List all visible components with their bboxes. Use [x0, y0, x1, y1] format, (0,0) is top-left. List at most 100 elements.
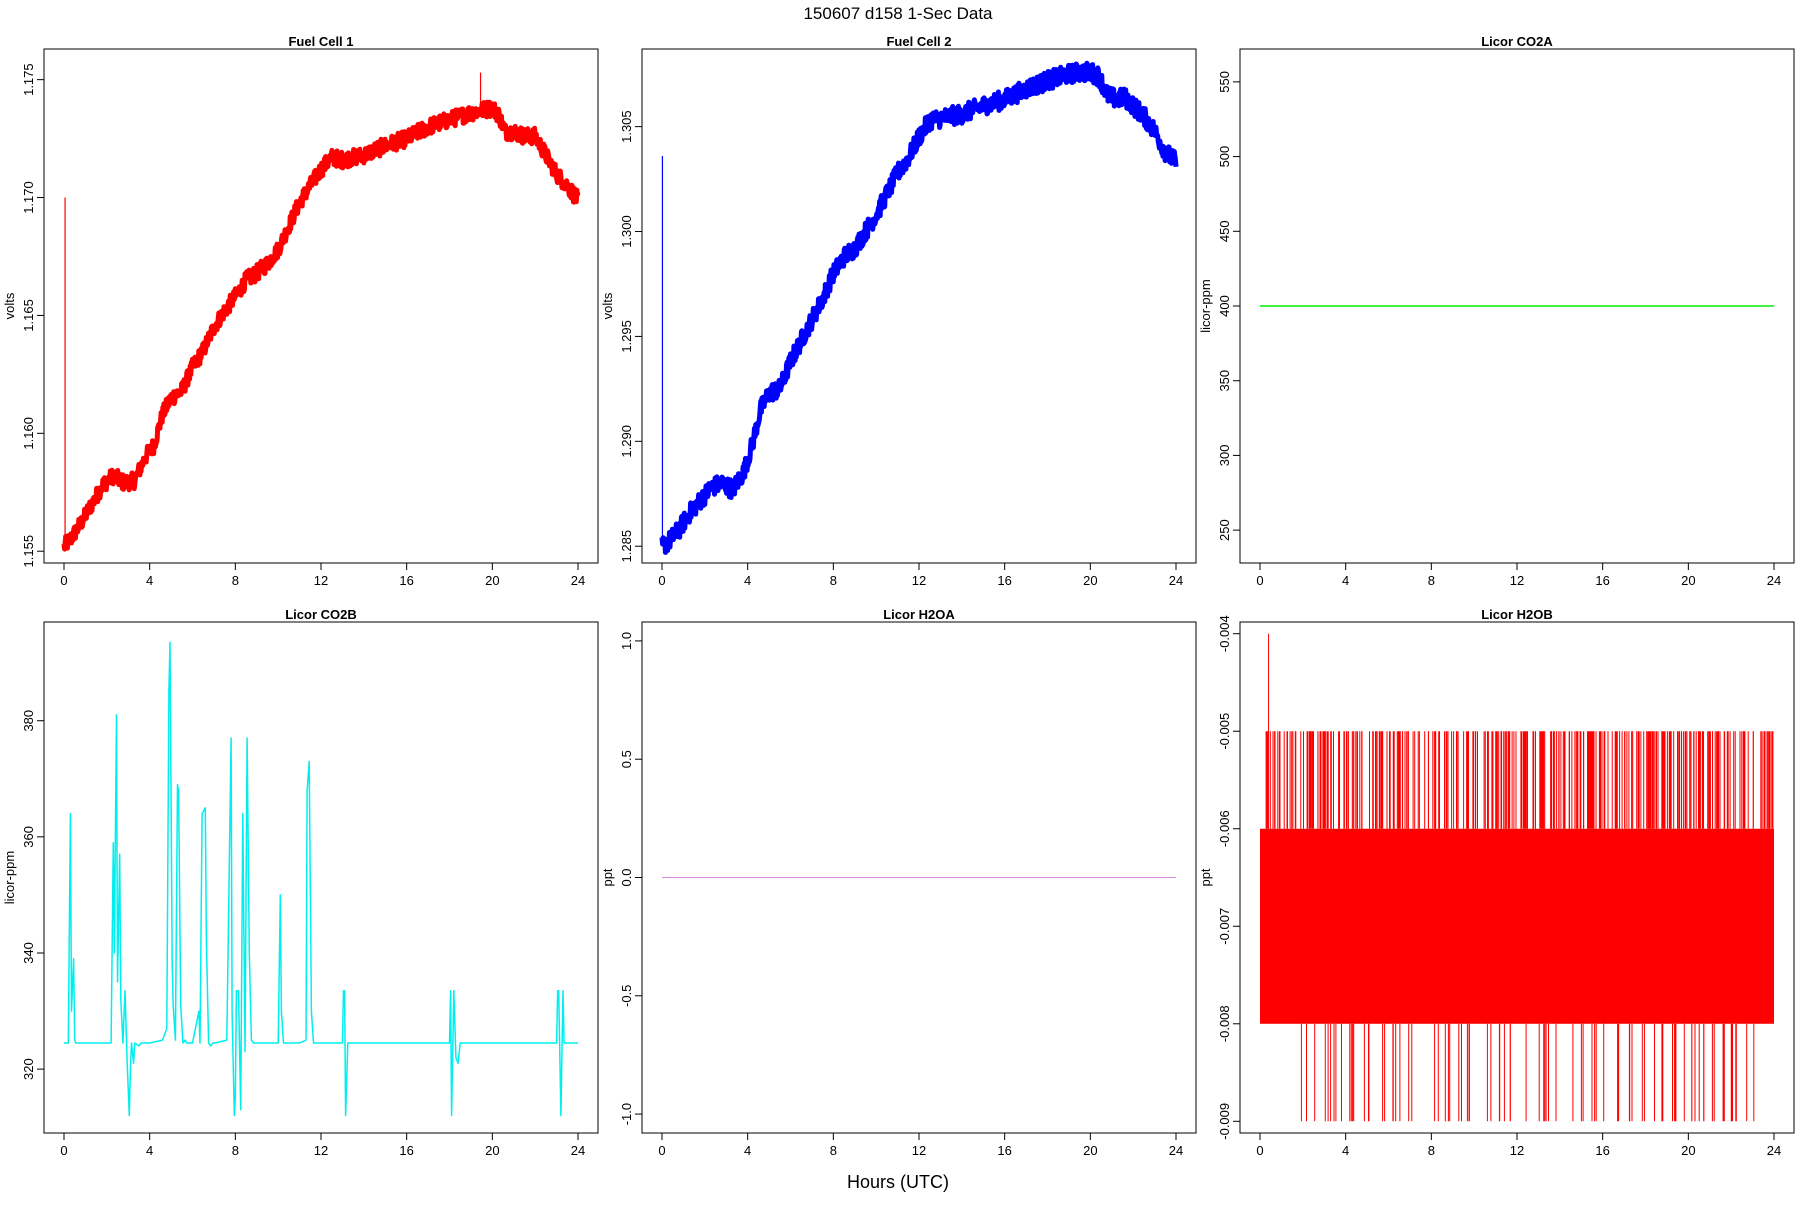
y-tick-label: -0.006 [1217, 810, 1232, 847]
x-tick-label: 4 [1342, 1143, 1349, 1158]
x-tick-label: 20 [1681, 573, 1695, 588]
x-tick-label: 24 [1169, 573, 1183, 588]
chart-panel-5: Licor H2OA ppt 0 4 8 12 16 20 24 -1.0 -0.5 0.0 0.5 1.… [600, 607, 1197, 1158]
chart-title: Fuel Cell 1 [288, 34, 353, 49]
y-axis-label: licor-ppm [1198, 279, 1213, 332]
y-tick-label: 1.155 [21, 535, 36, 568]
y-tick-label: 1.285 [619, 530, 634, 563]
x-tick-label: 12 [1510, 573, 1524, 588]
y-tick-label: 1.290 [619, 425, 634, 458]
x-tick-label: 0 [1256, 573, 1263, 588]
chart-panel-3: Licor CO2A licor-ppm 0 4 8 12 16 20 24 250 300 350 4… [1198, 34, 1795, 588]
x-tick-label: 0 [658, 1143, 665, 1158]
data-series-line [64, 641, 578, 1117]
y-tick-label: 1.305 [619, 110, 634, 143]
y-tick-label: 1.165 [21, 299, 36, 332]
chart-panel-1: Fuel Cell 1 volts 0 4 8 12 16 20 24 1.155 1.160 1.1… [2, 34, 599, 588]
x-tick-label: 20 [485, 573, 499, 588]
y-axis-label: ppt [1198, 868, 1213, 886]
y-axis-label: ppt [600, 868, 615, 886]
y-tick-label: 0.0 [619, 868, 634, 886]
x-tick-label: 4 [146, 573, 153, 588]
y-tick-label: 550 [1217, 71, 1232, 93]
x-tick-label: 12 [1510, 1143, 1524, 1158]
x-tick-label: 0 [658, 573, 665, 588]
y-tick-label: 250 [1217, 519, 1232, 541]
y-tick-label: 1.295 [619, 320, 634, 353]
chart-panel-4: Licor CO2B licor-ppm 0 4 8 12 16 20 24 320 340 360 3… [2, 607, 599, 1158]
chart-title: Licor H2OB [1481, 607, 1553, 622]
x-tick-label: 4 [1342, 573, 1349, 588]
y-tick-label: 1.300 [619, 215, 634, 248]
figure-x-axis-label: Hours (UTC) [847, 1172, 949, 1192]
x-tick-label: 0 [60, 573, 67, 588]
chart-title: Licor CO2A [1481, 34, 1553, 49]
x-tick-label: 8 [830, 573, 837, 588]
y-tick-label: -1.0 [619, 1103, 634, 1125]
y-tick-label: 0.5 [619, 750, 634, 768]
y-tick-label: 320 [21, 1058, 36, 1080]
data-band [1260, 828, 1774, 1024]
chart-title: Licor CO2B [285, 607, 357, 622]
x-tick-label: 12 [912, 1143, 926, 1158]
x-tick-label: 20 [1681, 1143, 1695, 1158]
x-tick-label: 8 [232, 573, 239, 588]
y-tick-label: -0.004 [1217, 615, 1232, 652]
y-tick-label: 1.175 [21, 63, 36, 96]
data-series-line [61, 99, 581, 552]
x-tick-label: 0 [60, 1143, 67, 1158]
x-tick-label: 20 [1083, 573, 1097, 588]
x-tick-label: 16 [399, 1143, 413, 1158]
chart-panel-2: Fuel Cell 2 volts 0 4 8 12 16 20 24 1.285 1.290 1.2… [600, 34, 1197, 588]
y-axis-label: volts [2, 292, 17, 319]
y-tick-label: 1.0 [619, 632, 634, 650]
y-axis-label: volts [600, 292, 615, 319]
x-tick-label: 16 [997, 573, 1011, 588]
x-tick-label: 16 [1595, 1143, 1609, 1158]
data-spikes-upper [1265, 731, 1774, 829]
y-tick-label: -0.007 [1217, 908, 1232, 945]
y-tick-label: 400 [1217, 295, 1232, 317]
y-tick-label: 350 [1217, 370, 1232, 392]
x-tick-label: 16 [997, 1143, 1011, 1158]
y-tick-label: 340 [21, 942, 36, 964]
x-tick-label: 16 [1595, 573, 1609, 588]
y-tick-label: 1.160 [21, 417, 36, 450]
x-tick-label: 24 [1767, 573, 1781, 588]
x-tick-label: 8 [1428, 573, 1435, 588]
y-tick-label: -0.008 [1217, 1005, 1232, 1042]
data-series-line [659, 60, 1179, 555]
chart-panels: Fuel Cell 1 volts 0 4 8 12 16 20 24 1.155 1.160 1.1… [2, 34, 1795, 1158]
data-spikes-lower [1300, 1023, 1755, 1122]
y-tick-label: 360 [21, 826, 36, 848]
chart-panel-6: Licor H2OB ppt 0 4 8 12 16 20 24 -0.009 -0.008 -0.0… [1198, 607, 1795, 1158]
y-axis-label: licor-ppm [2, 851, 17, 904]
y-tick-label: -0.009 [1217, 1103, 1232, 1140]
x-tick-label: 24 [1767, 1143, 1781, 1158]
y-tick-label: 500 [1217, 146, 1232, 168]
chart-title: Licor H2OA [883, 607, 955, 622]
x-tick-label: 16 [399, 573, 413, 588]
x-tick-label: 24 [571, 1143, 585, 1158]
figure-title: 150607 d158 1-Sec Data [803, 4, 993, 23]
x-tick-label: 8 [1428, 1143, 1435, 1158]
x-tick-label: 12 [314, 573, 328, 588]
x-tick-label: 24 [1169, 1143, 1183, 1158]
y-tick-label: 450 [1217, 220, 1232, 242]
x-tick-label: 4 [744, 1143, 751, 1158]
chart-title: Fuel Cell 2 [886, 34, 951, 49]
x-tick-label: 0 [1256, 1143, 1263, 1158]
y-tick-label: -0.5 [619, 985, 634, 1007]
x-tick-label: 4 [744, 573, 751, 588]
x-tick-label: 12 [912, 573, 926, 588]
x-tick-label: 4 [146, 1143, 153, 1158]
y-tick-label: -0.005 [1217, 713, 1232, 750]
x-tick-label: 12 [314, 1143, 328, 1158]
y-tick-label: 300 [1217, 445, 1232, 467]
x-tick-label: 8 [830, 1143, 837, 1158]
x-tick-label: 24 [571, 573, 585, 588]
x-tick-label: 20 [1083, 1143, 1097, 1158]
y-tick-label: 380 [21, 710, 36, 732]
